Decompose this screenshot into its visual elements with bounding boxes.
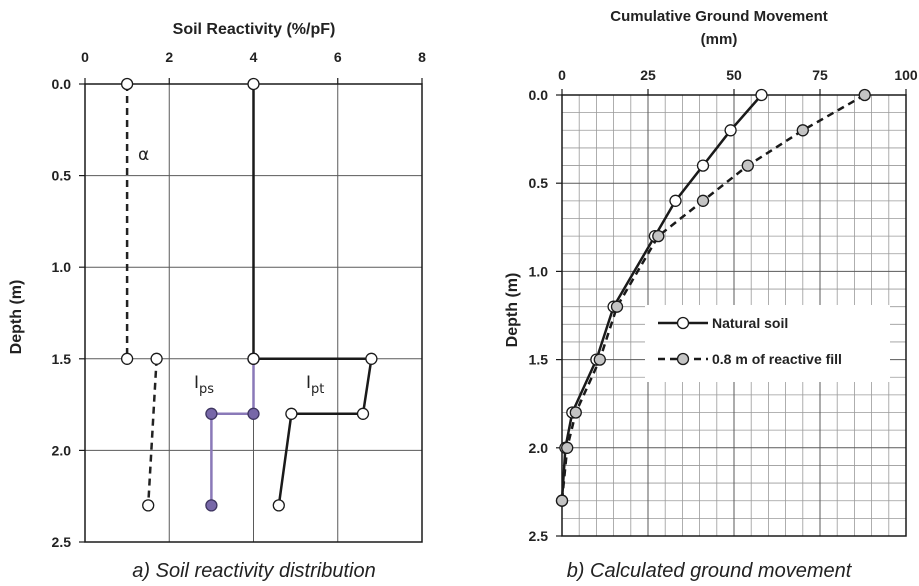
chart-b-x-tick-label: 0	[558, 67, 566, 83]
legend-marker-natural	[676, 316, 690, 330]
chart-b-series-s1-point	[652, 229, 665, 243]
chart-b-title: Cumulative Ground Movement	[610, 8, 828, 25]
chart-a-series-ipt-point	[247, 352, 260, 365]
legend-label-natural: Natural soil	[712, 315, 788, 331]
ipt-label: Ipt	[306, 373, 324, 397]
chart-b-series-s1-point	[858, 88, 871, 102]
alpha-label: α	[138, 145, 149, 165]
chart-a-series-ips-upper-point	[247, 77, 260, 91]
chart-b-series-s1-point	[593, 353, 606, 366]
chart-b-plot: 0 25 50 75 100 0.0 0.5 1.0 1.5 2.0 2.5	[529, 67, 918, 544]
chart-a-series-ipt-point	[365, 352, 378, 365]
chart-a-series-alpha-point	[120, 77, 134, 91]
chart-b-series-s1-point	[561, 441, 574, 454]
chart-b-series-s1-point	[796, 124, 809, 137]
ips-label-base: I	[194, 373, 199, 393]
chart-b-y-tick-label: 0.5	[529, 175, 549, 191]
chart-a-y-tick-label: 0.0	[52, 76, 72, 92]
chart-b-legend: Natural soil 0.8 m of reactive fill	[645, 305, 890, 382]
chart-b-series-s1-point	[696, 194, 710, 207]
chart-a-series-ipt-point	[272, 499, 285, 512]
chart-a-caption: a) Soil reactivity distribution	[132, 560, 375, 582]
chart-a-series-ips-lower-line	[210, 358, 255, 506]
chart-b-x-tick-label: 75	[812, 67, 828, 83]
chart-b-series-s0-point	[724, 124, 737, 137]
chart-a-series-alpha-lower-line	[146, 358, 158, 506]
chart-b-y-tick-label: 0.0	[529, 87, 549, 103]
ips-label: Ips	[194, 373, 214, 397]
chart-a-y-tick-label: 2.0	[52, 442, 72, 458]
legend-marker-fill	[676, 352, 690, 366]
chart-b-ylabel: Depth (m)	[504, 273, 521, 348]
chart-a-y-tick-label: 1.5	[52, 351, 72, 367]
chart-b-series-s0-point	[755, 88, 768, 102]
chart-b-series-s1-line	[560, 93, 866, 501]
chart-b-series-s0-point	[696, 159, 710, 172]
chart-b-x-tick-label: 50	[726, 67, 742, 83]
chart-a-series-ips-lower-point	[205, 407, 218, 420]
chart-b-series-s1-point	[569, 406, 582, 419]
chart-b-series-s1-point	[555, 494, 569, 507]
chart-a-x-tick-label: 4	[250, 49, 258, 65]
ipt-label-base: I	[306, 373, 311, 393]
chart-b-y-tick-label: 1.5	[529, 352, 549, 368]
chart-a-x-tick-label: 8	[418, 49, 426, 65]
chart-a-x-tick-label: 0	[81, 49, 89, 65]
chart-b-y-tick-label: 1.0	[529, 263, 549, 279]
chart-a-x-tick-label: 6	[334, 49, 342, 65]
chart-a-series-alpha-lower-point	[142, 499, 155, 512]
chart-a-series-ipt-point	[356, 407, 370, 420]
chart-b-title-line2: (mm)	[701, 31, 738, 48]
chart-a-y-tick-label: 2.5	[52, 534, 72, 550]
chart-a-y-tick-label: 1.0	[52, 259, 72, 275]
chart-a-title: Soil Reactivity (%/pF)	[173, 21, 336, 38]
ipt-label-sub: pt	[311, 382, 324, 397]
chart-b-caption: b) Calculated ground movement	[567, 560, 853, 582]
chart-a-series-ips-lower-point	[205, 499, 218, 512]
chart-b-series-s1-point	[610, 300, 624, 313]
chart-a-series-ipt-point	[285, 407, 298, 420]
chart-a-series-alpha-point	[120, 352, 134, 365]
chart-a-series-ipt-line	[253, 357, 373, 506]
chart-a-x-tick-label: 2	[165, 49, 173, 65]
chart-a-series-alpha-lower-point	[150, 352, 163, 365]
chart-a-plot: 0 2 4 6 8 0.0 0.5 1.0 1.5 2.0 2.5	[52, 49, 427, 550]
chart-b-y-tick-label: 2.0	[529, 440, 549, 456]
chart-b-x-tick-label: 25	[640, 67, 656, 83]
chart-b-x-tick-label: 100	[894, 67, 918, 83]
ips-label-sub: ps	[199, 382, 214, 397]
chart-b-y-tick-label: 2.5	[529, 528, 549, 544]
legend-label-fill: 0.8 m of reactive fill	[712, 351, 842, 367]
chart-b-series-s0-point	[669, 194, 682, 207]
chart-b-series-s1-point	[741, 159, 754, 172]
chart-a-y-tick-label: 0.5	[52, 168, 72, 184]
chart-a-ylabel: Depth (m)	[8, 280, 25, 355]
chart-a-series-ips-lower-point	[247, 407, 260, 420]
chart-b-series-s0-line	[560, 94, 763, 501]
